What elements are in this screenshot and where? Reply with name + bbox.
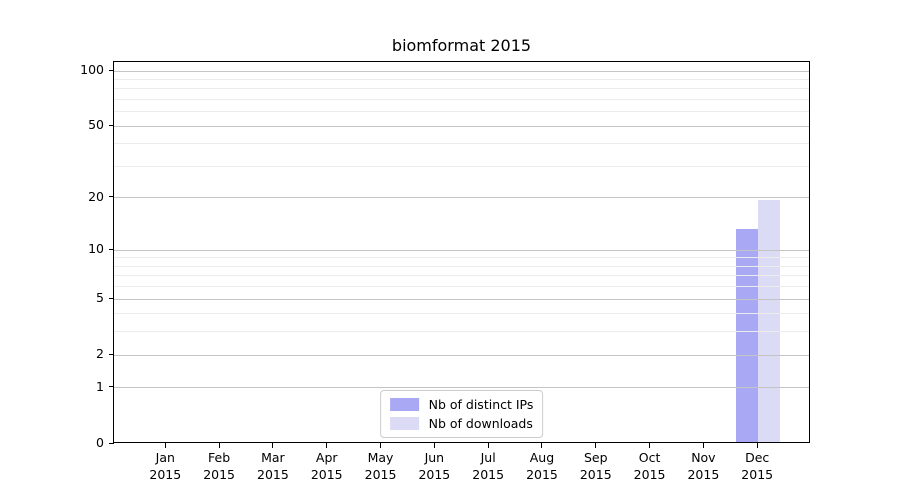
- x-tick-label: Feb 2015: [187, 450, 251, 483]
- x-tick-year: 2015: [687, 466, 720, 482]
- minor-gridline: [114, 275, 809, 277]
- x-tick-month: Feb: [208, 450, 231, 465]
- x-tick-month: Jan: [155, 450, 175, 465]
- x-tick-label: Apr 2015: [295, 450, 359, 483]
- x-tick-year: 2015: [579, 466, 612, 482]
- y-tick-label: 10: [88, 241, 104, 257]
- x-tick-label: May 2015: [349, 450, 413, 483]
- x-tick-label: Nov 2015: [671, 450, 735, 483]
- y-tick-label: 0: [96, 435, 104, 450]
- x-tick-label: Jul 2015: [456, 450, 520, 483]
- minor-gridline: [114, 99, 809, 101]
- legend-row: Nb of distinct IPs: [389, 397, 534, 412]
- y-tick-mark: [108, 124, 114, 126]
- legend-label: Nb of downloads: [428, 416, 533, 431]
- major-gridline: [114, 197, 809, 199]
- x-tick-mark: [541, 443, 543, 448]
- x-tick-year: 2015: [418, 466, 451, 482]
- x-tick-mark: [702, 443, 704, 448]
- minor-gridline: [114, 257, 809, 259]
- x-tick-month: Dec: [745, 450, 770, 465]
- major-gridline: [114, 249, 809, 251]
- x-tick-year: 2015: [364, 466, 397, 482]
- x-tick-mark: [218, 443, 220, 448]
- y-tick-label: 20: [88, 188, 104, 204]
- bar-dec-downloads: [758, 199, 780, 442]
- minor-gridline: [114, 78, 809, 80]
- x-tick-label: Mar 2015: [241, 450, 305, 483]
- legend-swatch: [389, 398, 419, 411]
- x-tick-mark: [164, 443, 166, 448]
- y-tick-mark: [108, 353, 114, 355]
- legend-swatch: [389, 417, 419, 430]
- x-tick-year: 2015: [633, 466, 666, 482]
- y-tick-label: 2: [96, 346, 104, 362]
- chart-title: biomformat 2015: [391, 36, 532, 55]
- x-tick-mark: [272, 443, 274, 448]
- y-tick-mark: [108, 196, 114, 198]
- x-tick-year: 2015: [472, 466, 505, 482]
- y-tick-label: 5: [96, 290, 104, 306]
- x-tick-mark: [380, 443, 382, 448]
- plot-area: Nb of distinct IPs Nb of downloads: [113, 61, 810, 443]
- y-tick-mark: [108, 248, 114, 250]
- x-tick-month: Nov: [691, 450, 716, 465]
- x-tick-mark: [595, 443, 597, 448]
- y-tick-mark: [108, 297, 114, 299]
- x-tick-month: May: [367, 450, 394, 465]
- x-tick-month: Jul: [480, 450, 496, 465]
- x-tick-month: Aug: [529, 450, 555, 465]
- minor-gridline: [114, 143, 809, 145]
- bar-dec-distinct-ips: [736, 228, 758, 442]
- y-tick-label: 1: [96, 378, 104, 394]
- x-tick-label: Jan 2015: [133, 450, 197, 483]
- y-tick-label: 100: [80, 62, 104, 78]
- x-tick-mark: [326, 443, 328, 448]
- x-tick-year: 2015: [741, 466, 774, 482]
- x-tick-label: Sep 2015: [564, 450, 628, 483]
- x-tick-month: Sep: [583, 450, 608, 465]
- x-tick-mark: [433, 443, 435, 448]
- minor-gridline: [114, 88, 809, 90]
- major-gridline: [114, 70, 809, 72]
- minor-gridline: [114, 111, 809, 113]
- minor-gridline: [114, 265, 809, 267]
- legend: Nb of distinct IPs Nb of downloads: [379, 390, 544, 438]
- x-tick-year: 2015: [257, 466, 289, 482]
- x-tick-label: Aug 2015: [510, 450, 574, 483]
- x-tick-month: Oct: [638, 450, 661, 465]
- minor-gridline: [114, 313, 809, 315]
- legend-label: Nb of distinct IPs: [428, 397, 534, 412]
- x-tick-mark: [756, 443, 758, 448]
- x-tick-mark: [649, 443, 651, 448]
- legend-row: Nb of downloads: [389, 416, 534, 431]
- x-tick-month: Jun: [424, 450, 445, 465]
- x-tick-label: Oct 2015: [618, 450, 682, 483]
- x-tick-year: 2015: [310, 466, 343, 482]
- minor-gridline: [114, 331, 809, 333]
- major-gridline: [114, 298, 809, 300]
- x-tick-mark: [487, 443, 489, 448]
- y-tick-label: 50: [88, 117, 104, 133]
- major-gridline: [114, 125, 809, 127]
- x-tick-year: 2015: [149, 466, 182, 482]
- x-tick-year: 2015: [526, 466, 558, 482]
- x-tick-month: Mar: [261, 450, 285, 465]
- minor-gridline: [114, 166, 809, 167]
- y-tick-mark: [108, 69, 114, 71]
- x-tick-label: Dec 2015: [725, 450, 789, 483]
- x-tick-year: 2015: [203, 466, 236, 482]
- x-tick-label: Jun 2015: [402, 450, 466, 483]
- minor-gridline: [114, 286, 809, 288]
- x-tick-month: Apr: [315, 450, 338, 465]
- y-tick-mark: [108, 442, 114, 444]
- major-gridline: [114, 387, 809, 389]
- y-tick-mark: [108, 386, 114, 388]
- major-gridline: [114, 354, 809, 356]
